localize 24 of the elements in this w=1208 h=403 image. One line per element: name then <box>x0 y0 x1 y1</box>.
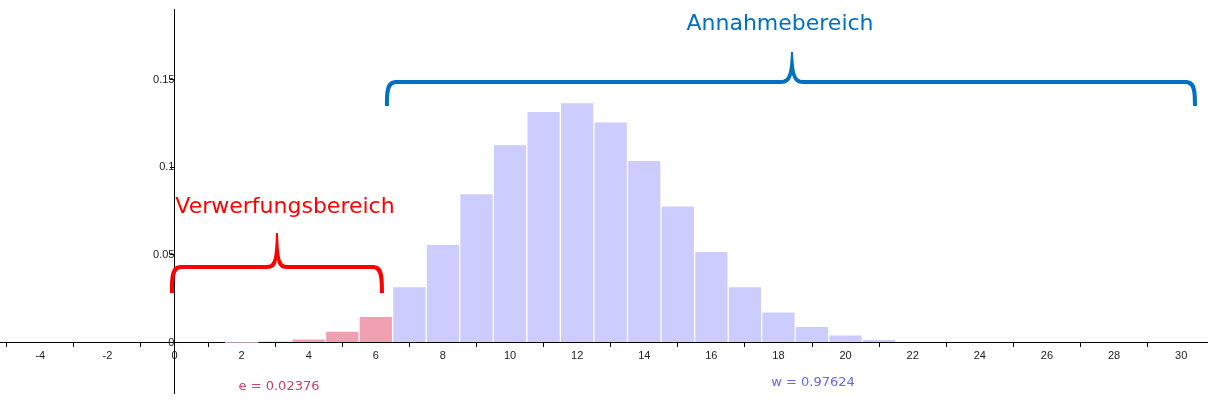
x-tick-label: -4 <box>35 349 46 362</box>
x-tick-label: 28 <box>1107 349 1121 362</box>
x-tick-label: 30 <box>1175 349 1188 362</box>
x-tick-label: 20 <box>839 349 852 362</box>
x-tick-label: 10 <box>503 349 517 362</box>
x-tick-label: 16 <box>705 349 718 362</box>
x-tick-label: 2 <box>238 349 245 362</box>
annotation: e = 0.02376 <box>238 378 320 394</box>
x-tick-label: 26 <box>1040 349 1054 362</box>
y-tick-label: 0.15 <box>153 72 175 85</box>
annotation: Verwerfungsbereich <box>175 192 395 218</box>
x-tick-label: 14 <box>638 349 651 362</box>
annotation: Annahmebereich <box>686 9 874 35</box>
annotation: w = 0.97624 <box>771 374 855 390</box>
x-tick-label: 4 <box>305 349 312 362</box>
x-tick-label: 8 <box>439 349 446 362</box>
x-tick-label: 6 <box>372 349 379 362</box>
x-tick-label: -2 <box>102 349 113 362</box>
y-tick-label: 0.1 <box>159 160 175 173</box>
y-tick-label: 0.05 <box>153 247 175 260</box>
x-tick-label: 24 <box>973 349 986 362</box>
x-tick-label: 18 <box>772 349 785 362</box>
x-tick-label: 22 <box>906 349 919 362</box>
x-tick-label: 12 <box>571 349 584 362</box>
